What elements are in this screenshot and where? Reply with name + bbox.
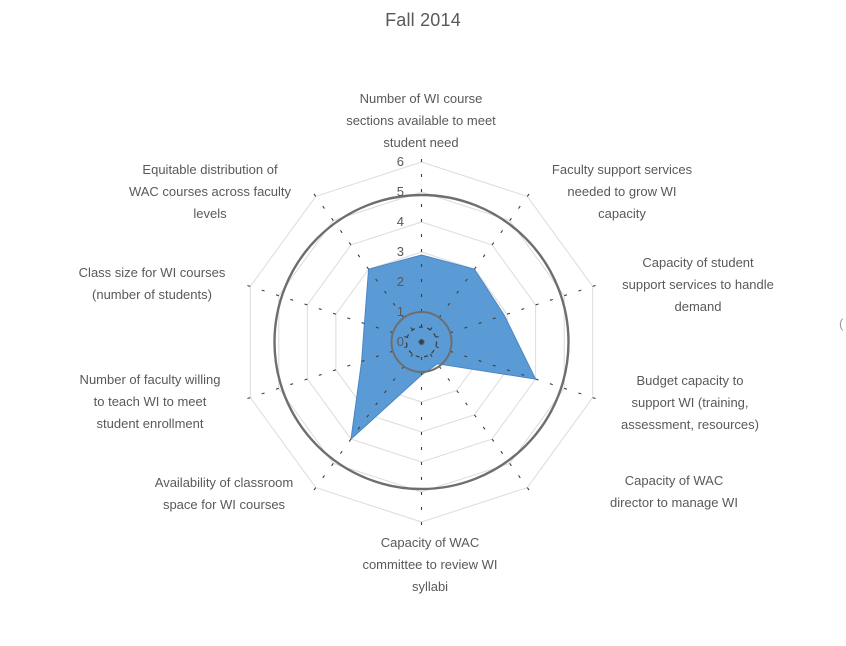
- reference-circle-1: [390, 311, 453, 373]
- radial-tick-label-5: 5: [396, 184, 404, 199]
- radial-tick-label-2: 2: [396, 274, 404, 289]
- radial-tick-label-0: 0: [396, 334, 404, 349]
- radial-tick-label-4: 4: [396, 214, 404, 229]
- reference-circle-4p9: [273, 193, 570, 491]
- category-label-0: Number of WI course sections available t…: [346, 91, 496, 150]
- category-label-6: Availability of classroom space for WI c…: [154, 475, 294, 512]
- radial-tick-label-1: 1: [396, 304, 404, 319]
- reference-circle-0p5: [405, 326, 438, 358]
- category-label-8: Class size for WI courses (number of stu…: [78, 265, 226, 302]
- category-label-1: Faculty support services needed to grow …: [551, 162, 693, 221]
- edge-artifact: (: [839, 316, 844, 331]
- radial-tick-label-6: 6: [396, 154, 404, 169]
- category-label-5: Capacity of WAC committee to review WI s…: [362, 535, 498, 594]
- radial-tick-label-3: 3: [396, 244, 404, 259]
- chart-title: Fall 2014: [385, 10, 461, 30]
- category-label-2: Capacity of student support services to …: [622, 255, 774, 314]
- category-label-4: Capacity of WAC director to manage WI: [610, 473, 738, 510]
- category-label-3: Budget capacity to support WI (training,…: [621, 373, 759, 432]
- category-label-9: Equitable distribution of WAC courses ac…: [128, 162, 292, 221]
- category-label-7: Number of faculty willing to teach WI to…: [79, 372, 221, 431]
